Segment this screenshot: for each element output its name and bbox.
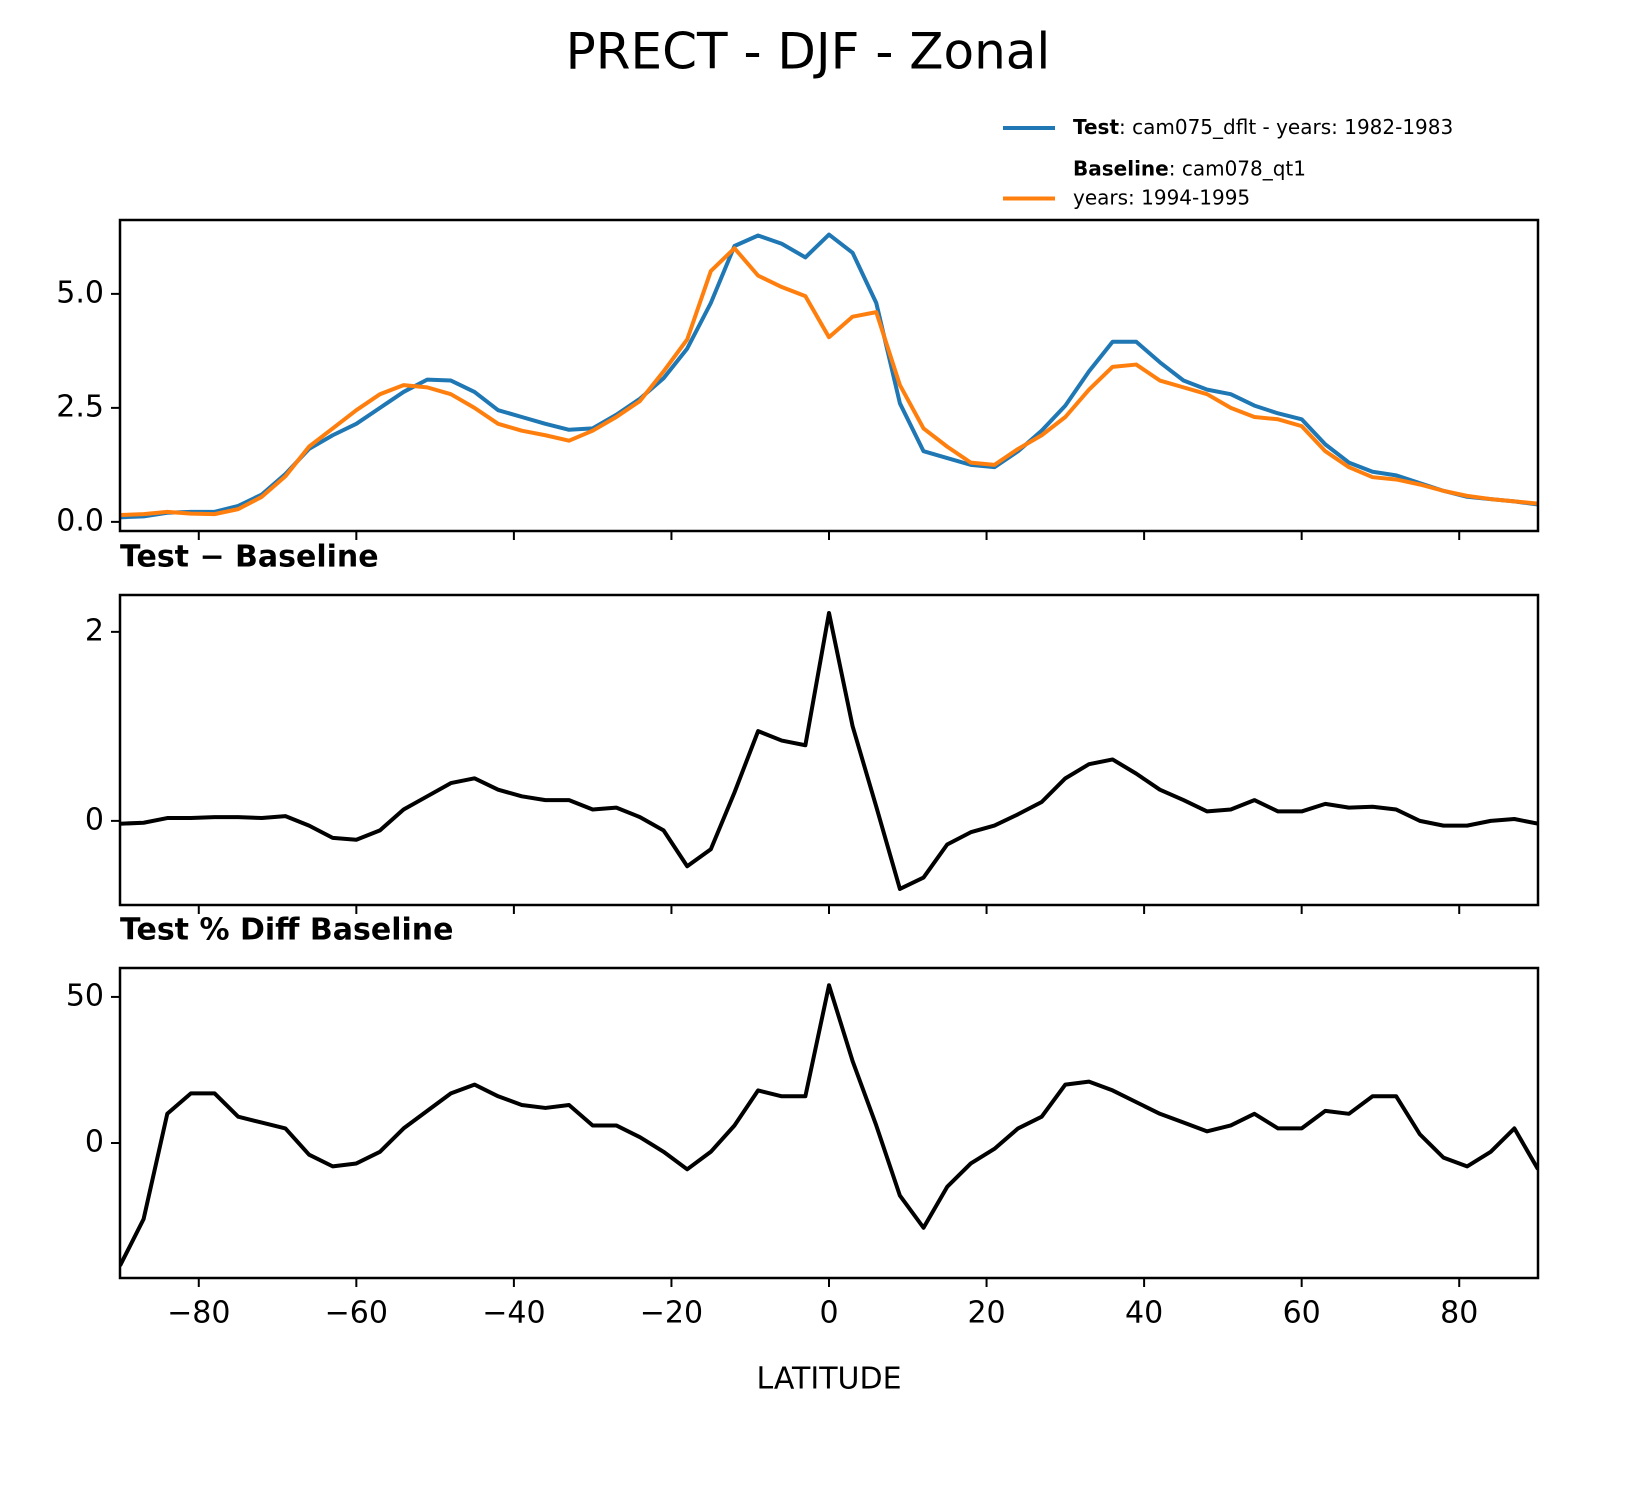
x-tick-label: 20 <box>967 1296 1005 1331</box>
axes-frame <box>118 593 1540 907</box>
y-tick-label: 5.0 <box>56 275 104 310</box>
legend-text: : cam078_qt1 <box>1169 156 1306 180</box>
data-line <box>120 232 1538 520</box>
y-tick-label: 2.5 <box>56 389 104 424</box>
axes-frame <box>118 218 1540 533</box>
x-axis-label: LATITUDE <box>756 1362 901 1397</box>
x-tick-label: 60 <box>1283 1296 1321 1331</box>
y-tick-label: 0 <box>85 1125 104 1160</box>
data-line <box>120 610 1538 891</box>
x-tick-label: 40 <box>1125 1296 1163 1331</box>
x-tick-label: 80 <box>1440 1296 1478 1331</box>
x-tick-label: −20 <box>640 1296 703 1331</box>
legend-text: years: 1994-1995 <box>1073 185 1250 209</box>
x-tick-label: 0 <box>819 1296 838 1331</box>
plot-area <box>120 232 1538 520</box>
legend-name: Test <box>1073 115 1119 139</box>
legend-label: Baseline: cam078_qt1 <box>1073 156 1306 180</box>
x-tick-label: −80 <box>167 1296 230 1331</box>
data-line <box>120 983 1538 1267</box>
x-tick-label: −60 <box>325 1296 388 1331</box>
y-tick-label: 2 <box>85 613 104 648</box>
y-tick-label: 0.0 <box>56 503 104 538</box>
legend-label: Test: cam075_dflt - years: 1982-1983 <box>1073 115 1453 139</box>
data-line <box>120 246 1538 518</box>
panel-title: Test − Baseline <box>120 540 379 575</box>
y-tick-label: 50 <box>66 978 104 1013</box>
panel-title: Test % Diff Baseline <box>120 913 454 948</box>
legend-label: years: 1994-1995 <box>1073 185 1250 209</box>
axes-frame <box>118 966 1540 1280</box>
plot-area <box>120 983 1538 1267</box>
legend-text: : cam075_dflt - years: 1982-1983 <box>1119 115 1453 139</box>
legend-name: Baseline <box>1073 156 1169 180</box>
plot-area <box>120 610 1538 891</box>
figure-title: PRECT - DJF - Zonal <box>566 23 1051 81</box>
x-tick-label: −40 <box>482 1296 545 1331</box>
y-tick-label: 0 <box>85 802 104 837</box>
